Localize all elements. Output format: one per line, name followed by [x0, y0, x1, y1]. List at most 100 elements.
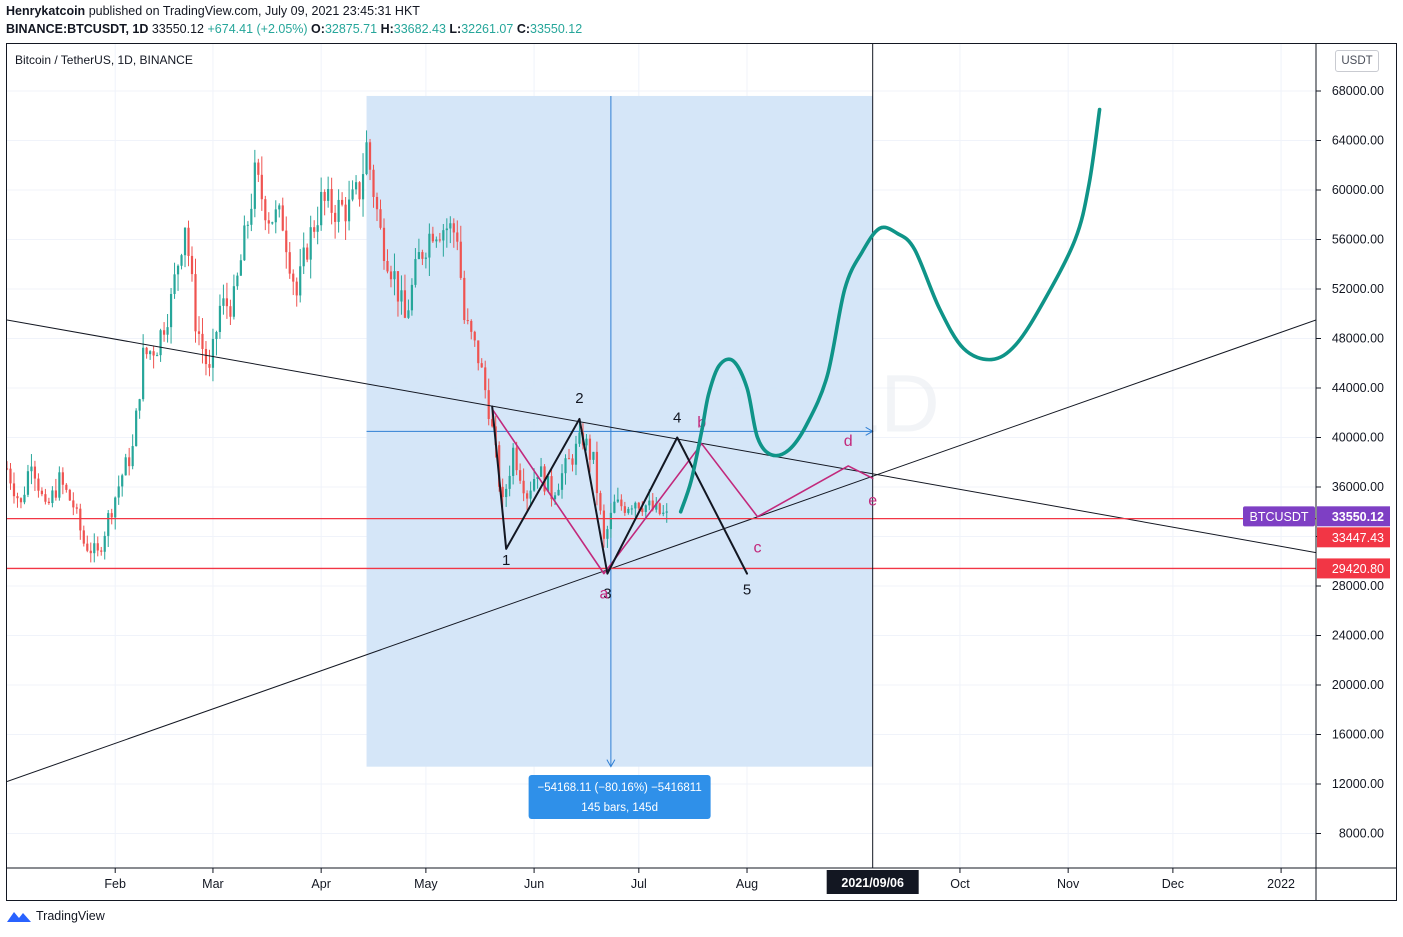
candle-body [550, 476, 553, 500]
candle-body [166, 327, 169, 335]
candle-body [428, 233, 431, 258]
candle-body [218, 305, 222, 333]
y-tick-label: 8000.00 [1339, 827, 1384, 841]
candle-body [393, 271, 396, 280]
candle-body [641, 508, 644, 513]
candle-body [431, 233, 434, 242]
candle-body [637, 502, 640, 509]
candle-body [246, 224, 249, 226]
y-tick-label: 28000.00 [1332, 579, 1384, 593]
candle-body [93, 543, 96, 554]
candle-body [347, 199, 351, 222]
candle-body [51, 490, 54, 504]
candle-body [302, 247, 305, 267]
candle-body [609, 512, 612, 530]
candle-body [162, 330, 166, 335]
candle-body [274, 209, 277, 223]
candle-body [288, 252, 291, 274]
candle-body [382, 227, 386, 262]
currency-button[interactable]: USDT [1335, 50, 1379, 72]
candle-body [592, 451, 595, 460]
last-price-tag-text: 33550.12 [1332, 510, 1384, 524]
author-name[interactable]: Henrykatcoin [6, 4, 86, 18]
candle-body [435, 239, 438, 242]
chart-frame [6, 43, 1397, 901]
close-label: C: [516, 22, 531, 36]
candle-body [152, 351, 155, 356]
candle-body [54, 490, 57, 498]
x-tick-label: Jun [524, 877, 544, 891]
candle-body [477, 340, 480, 364]
candle-body [313, 227, 316, 232]
candle-body [498, 445, 501, 487]
support-price-tag-text: 29420.80 [1332, 562, 1384, 576]
candle-body [19, 498, 23, 503]
candle-body [110, 513, 113, 518]
candle-body [271, 222, 274, 224]
candle-body [26, 471, 30, 495]
candle-body [306, 247, 309, 260]
candle-body [114, 497, 117, 518]
candle-body [40, 490, 44, 495]
y-tick-label: 64000.00 [1332, 134, 1384, 148]
candle-body [424, 257, 427, 259]
candle-body [456, 232, 459, 242]
candle-body [379, 209, 382, 228]
candle-body [630, 508, 633, 510]
support-price-tag [1317, 558, 1390, 579]
candle-body [368, 142, 372, 170]
candle-body [515, 447, 518, 471]
candle-body [37, 478, 40, 491]
candle-body [72, 500, 75, 508]
candle-body [75, 507, 78, 509]
wave-label-d: d [844, 433, 853, 450]
candle-body [7, 468, 9, 470]
candle-body [96, 543, 99, 551]
tradingview-branding[interactable]: TradingView [6, 909, 105, 923]
candle-body [103, 535, 106, 552]
candle-body [79, 508, 82, 531]
candle-body [341, 199, 344, 205]
candle-body [309, 227, 312, 260]
candle-body [466, 320, 469, 322]
y-tick-label: 12000.00 [1332, 777, 1384, 791]
wave-label-2: 2 [575, 390, 583, 407]
candle-body [662, 512, 665, 514]
candle-body [602, 510, 606, 539]
projection-curve [678, 107, 1102, 514]
y-tick-label: 24000.00 [1332, 629, 1384, 643]
x-tick-label: Nov [1057, 877, 1080, 891]
candle-body [403, 290, 407, 318]
y-tick-label: 36000.00 [1332, 480, 1384, 494]
x-tick-label: May [414, 877, 438, 891]
candle-body [599, 493, 602, 511]
y-tick-label: 44000.00 [1332, 381, 1384, 395]
candle-body [361, 174, 365, 200]
candle-body [236, 275, 239, 287]
candle-body [512, 447, 515, 476]
candle-body [620, 499, 623, 507]
candle-body [159, 330, 162, 356]
ohlc-header: BINANCE:BTCUSDT, 1D 33550.12 +674.41 (+2… [6, 22, 582, 36]
symbol-name-tag [1243, 506, 1315, 527]
candle-body [278, 205, 281, 210]
candle-body [169, 293, 173, 328]
candle-body [354, 182, 358, 190]
wave-label-1: 1 [502, 552, 510, 569]
candle-body [571, 458, 574, 465]
candle-body [89, 550, 92, 554]
candle-body [323, 191, 326, 201]
wave-label-c: c [753, 540, 761, 557]
candle-body [121, 475, 124, 487]
candle-body [61, 472, 64, 485]
candle-body [526, 493, 529, 499]
candle-body [539, 466, 543, 477]
candle-body [250, 208, 253, 225]
candle-body [107, 513, 110, 536]
low-label: L: [449, 22, 462, 36]
trendline-descending [7, 319, 1316, 554]
candle-body [194, 274, 197, 332]
candle-body [44, 494, 47, 502]
candle-body [546, 476, 550, 492]
